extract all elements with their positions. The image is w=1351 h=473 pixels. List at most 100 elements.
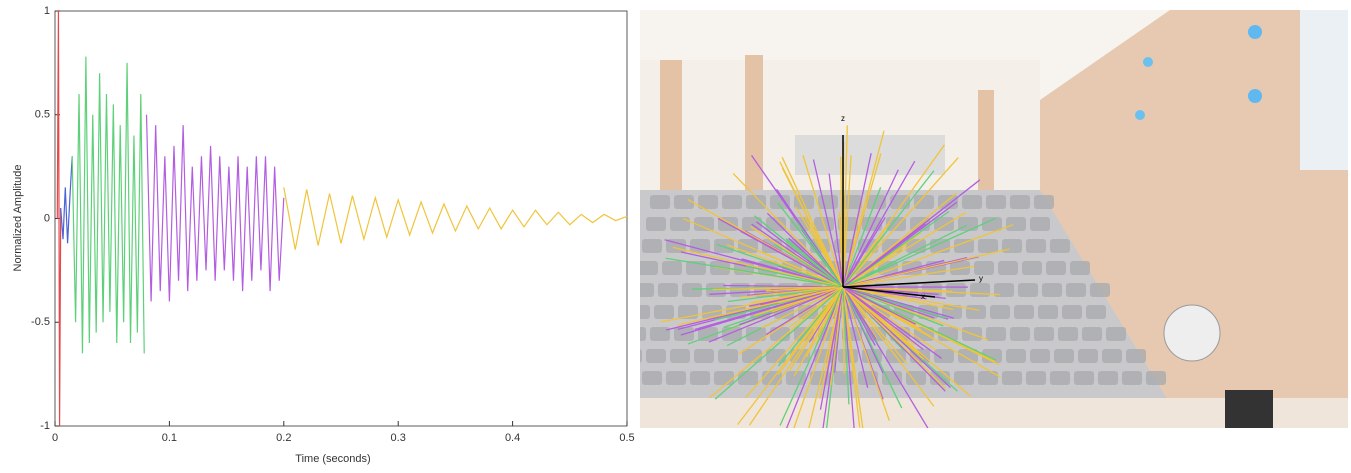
seat	[1146, 371, 1166, 385]
seat	[1030, 349, 1050, 363]
light	[1248, 25, 1262, 39]
seat	[1006, 217, 1026, 231]
seat	[1102, 349, 1122, 363]
seat	[1066, 283, 1086, 297]
seat	[646, 349, 666, 363]
seat	[1006, 349, 1026, 363]
seat	[934, 349, 954, 363]
x-tick-label: 0.3	[391, 432, 406, 444]
x-axis-label: Time (seconds)	[295, 453, 370, 465]
x-tick-label: 0.2	[276, 432, 291, 444]
seat	[998, 261, 1018, 275]
seat	[1026, 239, 1046, 253]
y-tick-label: -0.5	[31, 316, 50, 328]
seat	[662, 261, 682, 275]
seat	[1022, 261, 1042, 275]
seat	[626, 327, 646, 341]
seat	[954, 371, 974, 385]
seat	[666, 371, 686, 385]
seat	[1082, 327, 1102, 341]
seat	[1090, 283, 1110, 297]
light	[1248, 89, 1262, 103]
y-tick-label: 0	[44, 212, 50, 224]
seat	[1038, 305, 1058, 319]
seat	[946, 283, 966, 297]
seat	[1054, 349, 1074, 363]
seat	[1018, 283, 1038, 297]
x-tick-label: 0.4	[505, 432, 520, 444]
seat	[650, 327, 670, 341]
seat	[1026, 371, 1046, 385]
seat	[1046, 261, 1066, 275]
seat	[986, 327, 1006, 341]
photo: z y x	[618, 10, 1348, 451]
seat	[714, 371, 734, 385]
amp	[1225, 390, 1273, 428]
seat	[1042, 283, 1062, 297]
pillar	[978, 90, 994, 200]
seat	[982, 217, 1002, 231]
seat	[962, 195, 982, 209]
seat	[670, 349, 690, 363]
seat	[1106, 327, 1126, 341]
seat	[634, 283, 654, 297]
seat	[1050, 239, 1070, 253]
y-tick-label: 1	[44, 5, 50, 17]
seat	[986, 195, 1006, 209]
seat	[1070, 261, 1090, 275]
seat	[694, 349, 714, 363]
seat	[1002, 371, 1022, 385]
axis-label: x	[921, 292, 925, 301]
x-tick-label: 0.1	[162, 432, 177, 444]
plot-area	[55, 11, 627, 426]
seat	[630, 305, 650, 319]
seat	[1126, 349, 1146, 363]
seat	[938, 195, 958, 209]
seat	[914, 195, 934, 209]
pillar	[660, 60, 682, 200]
light	[1143, 57, 1153, 67]
seat	[1030, 217, 1050, 231]
booth-window	[795, 135, 945, 175]
seat	[934, 217, 954, 231]
speaker	[1164, 305, 1220, 361]
page: Time (seconds) Normalized Amplitude	[0, 0, 1351, 468]
seat	[1098, 371, 1118, 385]
axis-label: z	[841, 114, 845, 123]
seat	[970, 283, 990, 297]
seat	[1122, 371, 1142, 385]
seat	[638, 261, 658, 275]
seat	[670, 217, 690, 231]
pillar	[745, 55, 763, 195]
seat	[1034, 327, 1054, 341]
seat	[966, 305, 986, 319]
seat	[650, 195, 670, 209]
y-axis-label: Normalized Amplitude	[12, 165, 24, 272]
seat	[1062, 305, 1082, 319]
y-tick-label: 0.5	[35, 109, 50, 121]
seat	[1010, 327, 1030, 341]
y-tick-label: -1	[40, 420, 50, 432]
seat	[1074, 371, 1094, 385]
seat	[646, 217, 666, 231]
seat	[1078, 349, 1098, 363]
seat	[1058, 327, 1078, 341]
light	[1135, 110, 1145, 120]
seat	[978, 371, 998, 385]
seat	[1002, 239, 1022, 253]
seat	[642, 371, 662, 385]
axis-label: y	[979, 274, 983, 283]
seat	[682, 283, 702, 297]
seat	[954, 239, 974, 253]
x-tick-label: 0	[52, 432, 58, 444]
seat	[722, 195, 742, 209]
figure: Time (seconds) Normalized Amplitude	[0, 0, 1351, 468]
seat	[974, 261, 994, 275]
seat	[654, 305, 674, 319]
seat	[1034, 195, 1054, 209]
seat	[818, 195, 838, 209]
seat	[718, 349, 738, 363]
seat	[658, 283, 678, 297]
seat	[1014, 305, 1034, 319]
seat	[978, 239, 998, 253]
